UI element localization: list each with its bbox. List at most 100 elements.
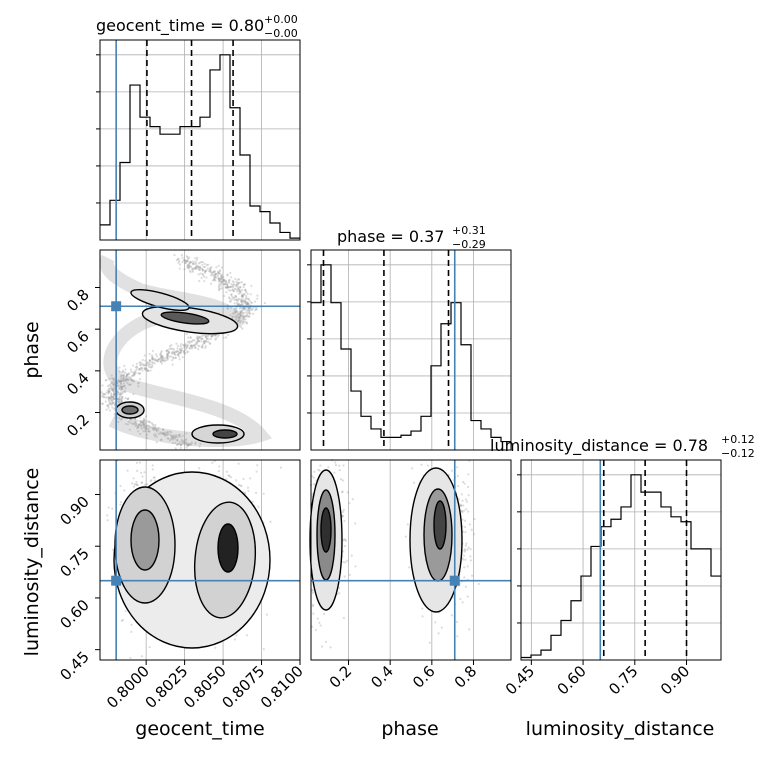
- sample-point: [244, 308, 247, 311]
- sample-point: [214, 272, 217, 275]
- sample-point: [110, 397, 113, 400]
- sample-point: [186, 264, 189, 267]
- sample-point: [180, 438, 183, 441]
- sample-point: [207, 337, 210, 341]
- sample-point: [187, 263, 190, 266]
- panel-ld-vs-geocent_time: [99, 459, 301, 661]
- sample-point: [153, 362, 156, 365]
- sample-point: [138, 381, 141, 384]
- sample-point: [242, 299, 245, 302]
- sample-point: [172, 351, 176, 354]
- sample-point: [117, 400, 120, 403]
- sample-point: [201, 334, 205, 337]
- sample-point: [184, 439, 187, 442]
- sample-point: [147, 363, 150, 366]
- sample-point: [193, 346, 197, 349]
- sample-point: [135, 362, 138, 365]
- sample-point: [186, 266, 189, 269]
- sample-point: [122, 385, 125, 388]
- sample-point: [169, 434, 172, 437]
- sample-point: [175, 443, 178, 447]
- sample-point: [120, 418, 123, 421]
- sample-point: [189, 261, 192, 264]
- sample-point: [237, 303, 240, 306]
- xlabel-luminosity-distance: luminosity_distance: [526, 718, 715, 740]
- sample-point: [175, 342, 178, 345]
- sample-point: [101, 384, 104, 387]
- sample-point: [351, 498, 354, 501]
- sample-point: [184, 348, 187, 352]
- sample-point: [180, 343, 183, 346]
- sample-point: [230, 293, 233, 296]
- sample-point: [219, 280, 222, 284]
- sample-point: [467, 494, 470, 497]
- sample-point: [119, 395, 122, 398]
- sample-point: [121, 374, 124, 377]
- sample-point: [184, 344, 187, 347]
- sample-point: [143, 426, 146, 429]
- sample-point: [191, 267, 194, 270]
- sample-point: [132, 380, 136, 383]
- sample-point: [237, 292, 240, 295]
- sample-point: [232, 288, 235, 291]
- sample-point: [133, 370, 137, 373]
- sample-point: [117, 380, 120, 383]
- sample-point: [202, 265, 206, 269]
- sample-point: [214, 646, 217, 649]
- sample-point: [209, 282, 213, 285]
- sample-point: [118, 398, 121, 401]
- sample-point: [171, 438, 174, 441]
- sample-point: [136, 427, 139, 430]
- sample-point: [171, 434, 174, 437]
- sample-point: [112, 382, 116, 386]
- sample-point: [186, 350, 190, 353]
- sample-point: [237, 288, 240, 291]
- sample-point: [148, 363, 151, 366]
- sample-point: [198, 268, 201, 271]
- sample-point: [199, 265, 202, 268]
- sample-point: [242, 292, 245, 296]
- sample-point: [421, 607, 424, 610]
- sample-point: [137, 385, 140, 388]
- sample-point: [158, 353, 162, 356]
- sample-point: [243, 299, 246, 302]
- sample-point: [148, 365, 151, 368]
- sample-point: [341, 490, 344, 494]
- sample-point: [119, 382, 122, 385]
- sample-point: [166, 353, 169, 357]
- sample-point: [214, 272, 217, 276]
- sample-point: [206, 267, 209, 270]
- sample-point: [239, 319, 242, 323]
- sample-point: [124, 375, 127, 378]
- sample-point: [195, 336, 198, 340]
- sample-point: [243, 283, 246, 286]
- sample-point: [129, 368, 133, 371]
- sample-point: [226, 307, 229, 310]
- sample-point: [189, 344, 192, 348]
- sample-point: [140, 655, 144, 658]
- sample-point: [163, 431, 167, 434]
- sample-point: [196, 337, 199, 340]
- sample-point: [191, 270, 195, 273]
- sample-point: [247, 303, 250, 306]
- sample-point: [460, 509, 463, 513]
- sample-point: [203, 271, 207, 274]
- sample-point: [185, 446, 188, 449]
- sample-point: [312, 482, 316, 486]
- sample-point: [120, 386, 123, 389]
- histogram-step-phase: [311, 264, 511, 443]
- sample-point: [148, 421, 151, 424]
- sample-point: [137, 425, 140, 429]
- sample-point: [311, 493, 314, 496]
- sample-point: [235, 315, 238, 319]
- sample-point: [256, 464, 259, 467]
- sample-point: [239, 313, 242, 316]
- sample-point: [248, 299, 251, 302]
- sample-point: [246, 309, 249, 312]
- sample-point: [195, 258, 198, 262]
- sample-point: [104, 396, 108, 399]
- sample-point: [106, 514, 109, 517]
- sample-point: [428, 641, 431, 644]
- sample-point: [196, 256, 199, 260]
- sample-point: [141, 475, 144, 478]
